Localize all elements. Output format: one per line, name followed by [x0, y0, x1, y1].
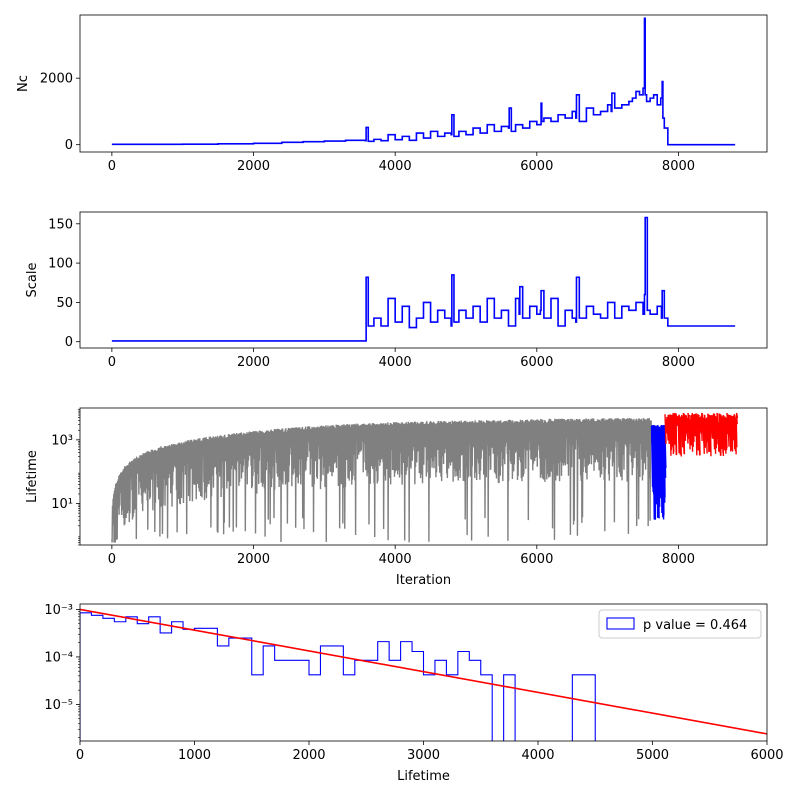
x-tick-label: 0 — [108, 159, 116, 174]
x-tick-label: 1000 — [178, 748, 211, 763]
legend: p value = 0.464 — [598, 609, 762, 639]
x-tick-label: 2000 — [237, 355, 270, 370]
series-line — [111, 216, 736, 342]
series-line — [111, 17, 736, 146]
axes-frame — [79, 407, 768, 546]
x-tick-label: 0 — [76, 748, 84, 763]
fit-line — [80, 608, 767, 735]
series-red — [664, 412, 739, 457]
y-tick-label: 10⁻⁴ — [44, 650, 73, 665]
y-tick-label: 0 — [65, 335, 73, 350]
x-axis-label: Lifetime — [397, 769, 450, 784]
y-tick-label: 2000 — [40, 72, 73, 87]
x-tick-label: 2000 — [237, 552, 270, 567]
y-axis-label: Nc — [16, 75, 31, 92]
x-tick-label: 0 — [108, 355, 116, 370]
series-blue — [650, 424, 667, 520]
x-tick-label: 2000 — [237, 159, 270, 174]
y-tick-label: 150 — [48, 217, 73, 232]
y-axis-label: Lifetime — [25, 450, 40, 503]
x-tick-label: 8000 — [662, 552, 695, 567]
scale-panel: 0 2000 4000 6000 8000 0 50 100 150 Scale — [25, 211, 768, 370]
x-axis-label: Iteration — [396, 573, 451, 588]
y-tick-label: 0 — [65, 138, 73, 153]
histogram-bars — [80, 612, 596, 741]
x-tick-label: 6000 — [520, 159, 553, 174]
x-tick-label: 4000 — [379, 355, 412, 370]
series-gray — [111, 418, 653, 543]
y-tick-label: 10⁻³ — [44, 603, 73, 618]
axes-frame — [79, 603, 768, 742]
legend-swatch — [606, 617, 635, 630]
y-tick-label: 10³ — [51, 433, 73, 448]
x-tick-label: 5000 — [636, 748, 669, 763]
y-tick-label: 10¹ — [51, 497, 73, 512]
legend-label: p value = 0.464 — [643, 618, 747, 633]
x-tick-label: 6000 — [520, 552, 553, 567]
x-tick-label: 8000 — [662, 159, 695, 174]
x-tick-label: 4000 — [379, 552, 412, 567]
nc-panel: 0 2000 4000 6000 8000 0 2000 Nc — [16, 14, 768, 174]
y-tick-label: 10⁻⁵ — [44, 698, 73, 713]
x-tick-label: 0 — [108, 552, 116, 567]
x-tick-label: 8000 — [662, 355, 695, 370]
y-tick-label: 50 — [56, 296, 73, 311]
x-tick-label: 3000 — [407, 748, 440, 763]
x-tick-label: 4000 — [379, 159, 412, 174]
lifetime-panel: 0 2000 4000 6000 8000 10¹ 10³ Lifetime Iteration — [25, 407, 768, 588]
axes-frame — [79, 211, 768, 349]
x-tick-label: 4000 — [521, 748, 554, 763]
y-axis-label: Scale — [25, 263, 40, 298]
x-tick-label: 2000 — [292, 748, 325, 763]
legend-box — [598, 609, 762, 639]
x-tick-label: 6000 — [520, 355, 553, 370]
histogram-panel: 0 1000 2000 3000 4000 5000 6000 10⁻⁵ 10⁻⁴ 10⁻³ Lif… — [44, 603, 783, 784]
axes-frame — [79, 14, 768, 153]
y-tick-label: 100 — [48, 257, 73, 272]
x-tick-label: 6000 — [750, 748, 783, 763]
